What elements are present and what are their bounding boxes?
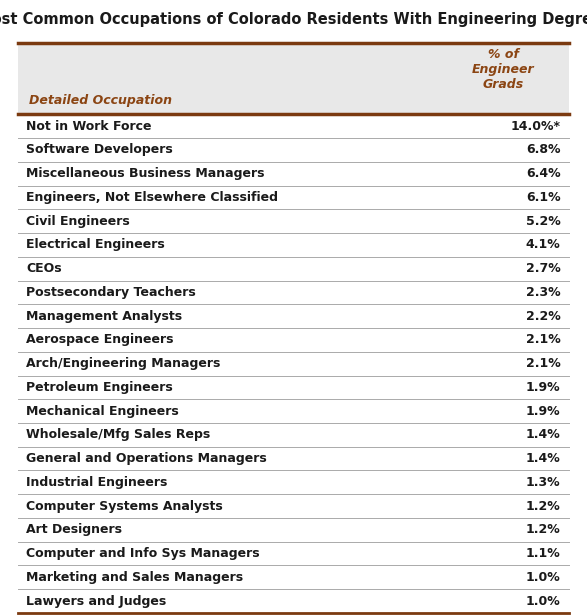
Text: Miscellaneous Business Managers: Miscellaneous Business Managers <box>26 167 265 180</box>
Text: 14.0%*: 14.0%* <box>511 120 561 132</box>
Text: 1.9%: 1.9% <box>526 381 561 394</box>
Text: Mechanical Engineers: Mechanical Engineers <box>26 405 179 418</box>
Text: Petroleum Engineers: Petroleum Engineers <box>26 381 173 394</box>
Text: % of
Engineer
Grads: % of Engineer Grads <box>472 48 535 91</box>
Text: Computer Systems Analysts: Computer Systems Analysts <box>26 500 223 513</box>
Text: Civil Engineers: Civil Engineers <box>26 215 130 228</box>
Text: Electrical Engineers: Electrical Engineers <box>26 238 165 251</box>
Text: Detailed Occupation: Detailed Occupation <box>29 94 173 107</box>
Text: Arch/Engineering Managers: Arch/Engineering Managers <box>26 357 221 370</box>
Text: 5.2%: 5.2% <box>526 215 561 228</box>
Text: 1.2%: 1.2% <box>526 524 561 537</box>
Text: 2.7%: 2.7% <box>526 262 561 275</box>
Text: 6.1%: 6.1% <box>526 191 561 204</box>
Text: 2.1%: 2.1% <box>526 357 561 370</box>
Text: 2.2%: 2.2% <box>526 310 561 323</box>
Text: 1.2%: 1.2% <box>526 500 561 513</box>
Text: 1.3%: 1.3% <box>526 476 561 489</box>
Text: CEOs: CEOs <box>26 262 62 275</box>
Text: 1.0%: 1.0% <box>526 571 561 584</box>
Text: Software Developers: Software Developers <box>26 144 173 156</box>
Text: Engineers, Not Elsewhere Classified: Engineers, Not Elsewhere Classified <box>26 191 278 204</box>
Text: Industrial Engineers: Industrial Engineers <box>26 476 168 489</box>
Text: Lawyers and Judges: Lawyers and Judges <box>26 594 167 607</box>
Text: 1.4%: 1.4% <box>526 452 561 465</box>
Text: Wholesale/Mfg Sales Reps: Wholesale/Mfg Sales Reps <box>26 428 211 441</box>
Text: 1.1%: 1.1% <box>526 547 561 560</box>
Text: General and Operations Managers: General and Operations Managers <box>26 452 267 465</box>
Text: 6.8%: 6.8% <box>526 144 561 156</box>
Text: Computer and Info Sys Managers: Computer and Info Sys Managers <box>26 547 260 560</box>
Text: Marketing and Sales Managers: Marketing and Sales Managers <box>26 571 244 584</box>
Text: 2.1%: 2.1% <box>526 333 561 346</box>
Text: Not in Work Force: Not in Work Force <box>26 120 152 132</box>
Bar <box>18 43 569 115</box>
Text: Management Analysts: Management Analysts <box>26 310 183 323</box>
Text: Most Common Occupations of Colorado Residents With Engineering Degrees: Most Common Occupations of Colorado Resi… <box>0 12 587 27</box>
Text: Aerospace Engineers: Aerospace Engineers <box>26 333 174 346</box>
Text: 1.9%: 1.9% <box>526 405 561 418</box>
Text: 2.3%: 2.3% <box>526 286 561 299</box>
Text: 1.4%: 1.4% <box>526 428 561 441</box>
Text: 1.0%: 1.0% <box>526 594 561 607</box>
Text: Art Designers: Art Designers <box>26 524 123 537</box>
Text: 6.4%: 6.4% <box>526 167 561 180</box>
Text: Postsecondary Teachers: Postsecondary Teachers <box>26 286 196 299</box>
Text: 4.1%: 4.1% <box>526 238 561 251</box>
